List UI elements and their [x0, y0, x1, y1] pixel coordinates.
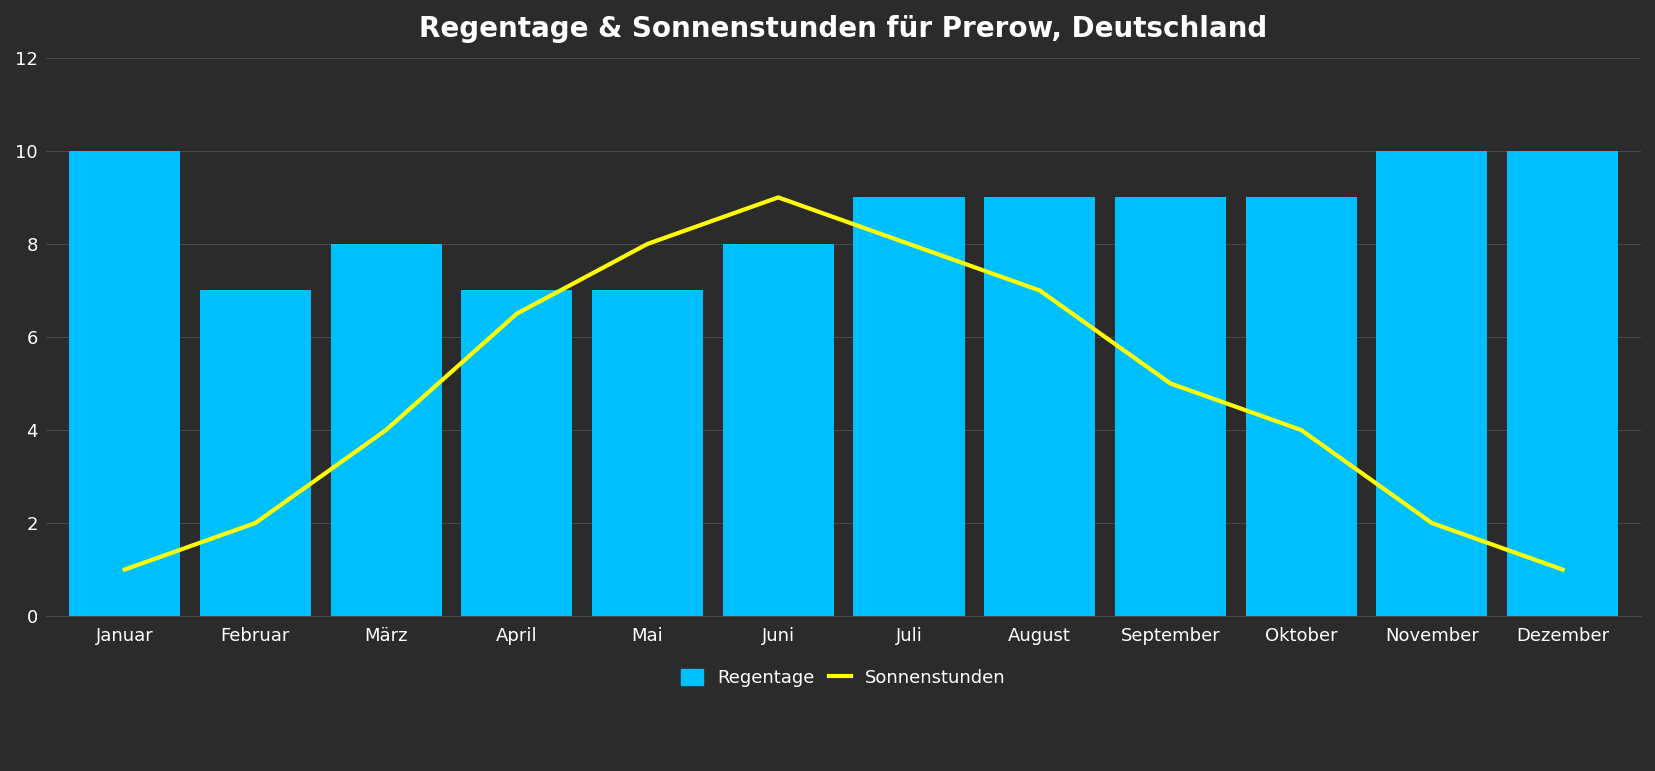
Bar [1375, 151, 1486, 616]
Bar [852, 197, 963, 616]
Title: Regentage & Sonnenstunden für Prerow, Deutschland: Regentage & Sonnenstunden für Prerow, De… [419, 15, 1268, 43]
Bar [1506, 151, 1617, 616]
Bar [591, 291, 703, 616]
Bar [722, 244, 834, 616]
Bar [1114, 197, 1225, 616]
Legend: Regentage, Sonnenstunden: Regentage, Sonnenstunden [672, 660, 1015, 696]
Bar [70, 151, 180, 616]
Bar [983, 197, 1094, 616]
Bar [462, 291, 573, 616]
Bar [1245, 197, 1355, 616]
Bar [331, 244, 442, 616]
Bar [200, 291, 311, 616]
